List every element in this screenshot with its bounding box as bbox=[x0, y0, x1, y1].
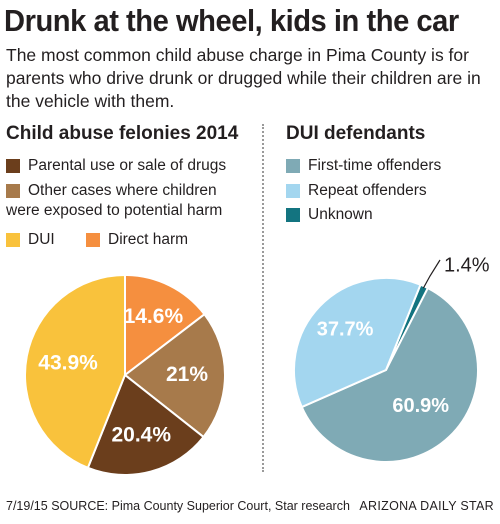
legend-item-repeat: Repeat offenders bbox=[286, 181, 427, 201]
legend-item-other-cases: Other cases where children were exposed … bbox=[6, 181, 254, 221]
right-chart-title: DUI defendants bbox=[286, 123, 426, 144]
legend-label: Other cases where children were exposed … bbox=[6, 182, 223, 219]
legend-swatch bbox=[86, 233, 100, 247]
legend-label: Parental use or sale of drugs bbox=[28, 157, 227, 174]
slice-label: 20.4% bbox=[111, 423, 171, 446]
slice-label: 60.9% bbox=[392, 395, 449, 417]
footer-date: 7/19/15 bbox=[6, 499, 48, 513]
pie-slice-repeat-offenders bbox=[293, 277, 422, 409]
legend-swatch bbox=[6, 159, 20, 173]
pie-slice-first-time-offenders bbox=[300, 286, 479, 463]
headline: Drunk at the wheel, kids in the car bbox=[4, 3, 459, 38]
right-pie-chart: 1.4% 60.9% 37.7% bbox=[293, 254, 490, 463]
left-chart-title: Child abuse felonies 2014 bbox=[6, 123, 239, 144]
subhead: The most common child abuse charge in Pi… bbox=[6, 45, 481, 111]
legend-swatch bbox=[286, 159, 300, 173]
slice-label: 43.9% bbox=[38, 352, 98, 375]
legend-swatch bbox=[286, 208, 300, 222]
legend-label: Direct harm bbox=[108, 231, 189, 248]
legend-swatch bbox=[6, 184, 20, 198]
legend-swatch bbox=[6, 233, 20, 247]
legend-item-dui: DUI bbox=[6, 230, 55, 250]
pie-slice-other-cases-where-children-were-exposed-to-potential-harm bbox=[123, 312, 226, 439]
legend-label: First-time offenders bbox=[308, 157, 442, 174]
left-pie-chart: 14.6% 21% 20.4% 43.9% bbox=[24, 273, 226, 476]
pie-slice-direct-harm bbox=[124, 273, 206, 378]
slice-label: 1.4% bbox=[444, 254, 490, 276]
slice-label: 21% bbox=[166, 363, 208, 386]
slice-label: 14.6% bbox=[124, 305, 184, 328]
footer-source-line: 7/19/15 SOURCE: Pima County Superior Cou… bbox=[6, 498, 350, 514]
legend-item-unknown: Unknown bbox=[286, 205, 373, 225]
leader-line bbox=[422, 259, 441, 289]
legend-item-direct-harm: Direct harm bbox=[86, 230, 188, 250]
legend-item-first-time: First-time offenders bbox=[286, 156, 441, 176]
footer-credit: ARIZONA DAILY STAR bbox=[359, 499, 494, 513]
footer-source: SOURCE: Pima County Superior Court, Star… bbox=[51, 499, 350, 513]
column-divider bbox=[262, 124, 264, 472]
legend-label: Unknown bbox=[308, 206, 373, 223]
pie-slice-parental-use-or-sale-of-drugs bbox=[86, 373, 205, 476]
legend-label: Repeat offenders bbox=[308, 182, 427, 199]
legend-swatch bbox=[286, 184, 300, 198]
pie-slice-dui bbox=[24, 273, 126, 470]
legend-item-parental-drugs: Parental use or sale of drugs bbox=[6, 156, 226, 176]
slice-label: 37.7% bbox=[317, 319, 374, 341]
legend-label: DUI bbox=[28, 231, 55, 248]
